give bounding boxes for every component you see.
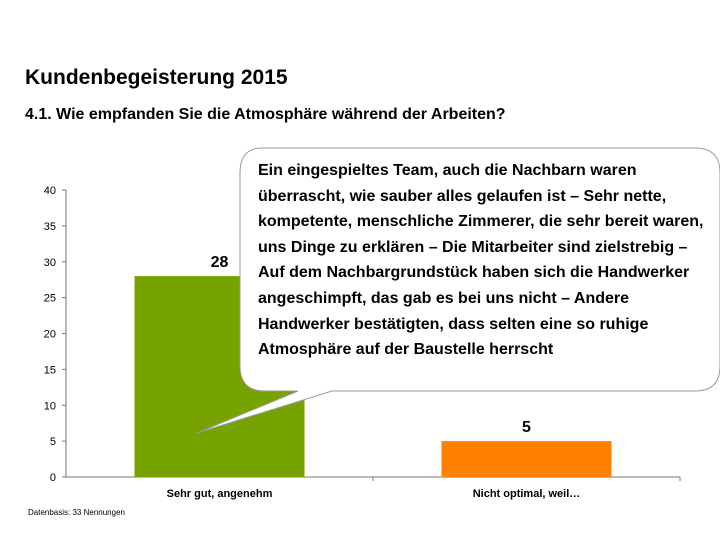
y-tick-label: 40 — [44, 185, 56, 197]
y-tick-label: 10 — [44, 400, 56, 412]
y-tick-label: 30 — [44, 257, 56, 269]
x-axis — [66, 476, 681, 481]
category-labels: Sehr gut, angenehm Nicht optimal, weil… — [167, 488, 581, 500]
speech-bubble-text: Ein eingespieltes Team, auch die Nachbar… — [258, 162, 704, 359]
y-tick-label: 35 — [44, 221, 56, 233]
bar-value-label: 5 — [522, 419, 531, 436]
y-tick-label: 5 — [50, 436, 56, 448]
y-tick-label: 25 — [44, 293, 56, 305]
chart-subtitle: 4.1. Wie empfanden Sie die Atmosphäre wä… — [25, 106, 506, 123]
value-labels: 28 5 — [211, 254, 531, 436]
y-tick-label: 15 — [44, 364, 56, 376]
bar — [441, 441, 612, 477]
y-tick-label: 20 — [44, 329, 56, 341]
y-tick-label: 0 — [50, 472, 56, 484]
bar-value-label: 28 — [211, 254, 229, 271]
speech-bubble — [196, 147, 720, 434]
x-category-label: Sehr gut, angenehm — [167, 488, 273, 500]
x-category-label: Nicht optimal, weil… — [473, 488, 581, 500]
data-basis-note: Datenbasis: 33 Nennungen — [28, 508, 125, 517]
y-axis: 0 5 10 15 20 25 30 35 40 — [44, 185, 67, 484]
chart-title: Kundenbegeisterung 2015 — [25, 66, 288, 89]
